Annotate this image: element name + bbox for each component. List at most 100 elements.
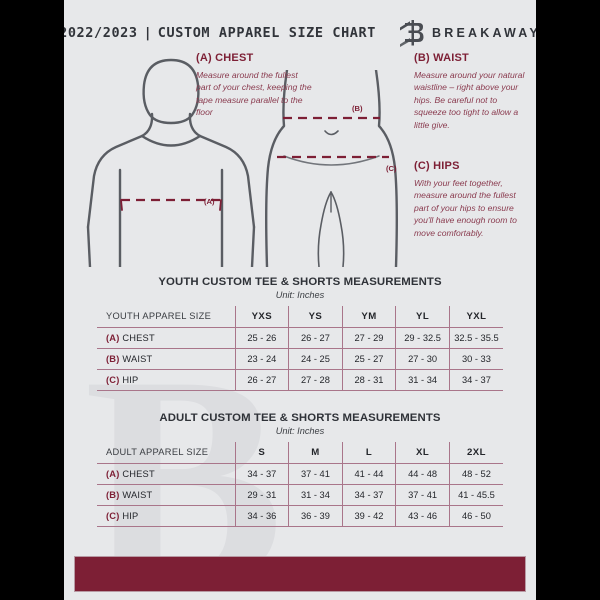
adult-waist-s: 29 - 31 xyxy=(234,483,290,506)
header-separator: | xyxy=(143,25,152,41)
adult-col-head-0: ADULT APPAREL SIZE xyxy=(97,442,236,464)
table-header-row: YOUTH APPAREL SIZE YXS YS YM YL YXL xyxy=(97,306,503,328)
adult-col-head-1: S xyxy=(234,442,290,464)
callout-hips-body: With your feet together, measure around … xyxy=(414,178,517,238)
adult-row-label-waist: (B) WAIST xyxy=(97,483,236,506)
callout-waist-heading: (B) WAIST xyxy=(414,52,469,64)
waist-marker-label: (B) xyxy=(352,104,363,113)
adult-col-head-3: L xyxy=(341,442,397,464)
adult-chest-l: 41 - 44 xyxy=(341,462,397,485)
youth-row-name-hip: HIP xyxy=(122,374,139,385)
youth-col-head-5: YXL xyxy=(448,306,503,328)
adult-row-name-hip: HIP xyxy=(122,510,139,521)
callout-hips: (C) HIPS With your feet together, measur… xyxy=(414,160,526,239)
youth-row-label-chest: (A) CHEST xyxy=(97,326,236,349)
measurement-diagram: (A) (B) (C) xyxy=(64,52,536,269)
youth-chest-yxs: 25 - 26 xyxy=(234,326,290,349)
youth-hip-ym: 28 - 31 xyxy=(341,368,397,391)
table-row: (A) CHEST 34 - 37 37 - 41 41 - 44 44 - 4… xyxy=(97,462,503,485)
size-chart-page: B 2022/2023 | CUSTOM APPAREL SIZE CHART … xyxy=(64,0,536,600)
adult-waist-xl: 37 - 41 xyxy=(395,483,450,506)
youth-row-label-hip: (C) HIP xyxy=(97,368,236,391)
table-row: (A) CHEST 25 - 26 26 - 27 27 - 29 29 - 3… xyxy=(97,326,503,349)
youth-waist-yxl: 30 - 33 xyxy=(448,347,503,370)
adult-waist-m: 31 - 34 xyxy=(288,483,343,506)
adult-row-name-waist: WAIST xyxy=(122,489,153,500)
adult-size-table: ADULT APPAREL SIZE S M L XL 2XL (A) CHES… xyxy=(97,442,503,527)
adult-row-label-chest: (A) CHEST xyxy=(97,462,236,485)
youth-row-tag-hip: (C) xyxy=(106,374,120,385)
footer-accent-bar xyxy=(74,556,526,592)
season-label: 2022/2023 xyxy=(64,25,138,41)
page-title: CUSTOM APPAREL SIZE CHART xyxy=(157,25,376,41)
youth-row-tag-waist: (B) xyxy=(106,353,120,364)
callout-waist: (B) WAIST Measure around your natural wa… xyxy=(414,52,526,131)
brand-logo: BREAKAWAY xyxy=(398,19,536,47)
page-header: 2022/2023 | CUSTOM APPAREL SIZE CHART BR… xyxy=(64,16,536,50)
adult-table-block: ADULT CUSTOM TEE & SHORTS MEASUREMENTS U… xyxy=(97,412,503,527)
brand-name: BREAKAWAY xyxy=(432,26,536,40)
youth-col-head-2: YS xyxy=(288,306,343,328)
adult-row-tag-waist: (B) xyxy=(106,489,120,500)
breakaway-b-monogram-icon xyxy=(398,19,424,47)
adult-waist-l: 34 - 37 xyxy=(341,483,397,506)
youth-hip-yxl: 34 - 37 xyxy=(448,368,503,391)
youth-waist-yl: 27 - 30 xyxy=(395,347,450,370)
adult-table-title: ADULT CUSTOM TEE & SHORTS MEASUREMENTS xyxy=(159,412,441,424)
youth-row-tag-chest: (A) xyxy=(106,332,120,343)
youth-col-head-1: YXS xyxy=(234,306,290,328)
youth-chest-ym: 27 - 29 xyxy=(341,326,397,349)
callout-chest-body: Measure around the fullest part of your … xyxy=(196,70,312,118)
adult-hip-l: 39 - 42 xyxy=(341,504,397,527)
youth-row-name-chest: CHEST xyxy=(122,332,155,343)
adult-col-head-2: M xyxy=(288,442,343,464)
lower-body-hips-icon xyxy=(249,68,414,272)
adult-hip-2xl: 46 - 50 xyxy=(448,504,503,527)
adult-hip-s: 34 - 36 xyxy=(234,504,290,527)
adult-table-unit: Unit: Inches xyxy=(275,426,325,436)
youth-col-head-0: YOUTH APPAREL SIZE xyxy=(97,306,236,328)
adult-row-tag-chest: (A) xyxy=(106,468,120,479)
youth-chest-yxl: 32.5 - 35.5 xyxy=(448,326,503,349)
youth-col-head-4: YL xyxy=(395,306,450,328)
hips-marker-label: (C) xyxy=(386,164,397,173)
adult-chest-s: 34 - 37 xyxy=(234,462,290,485)
table-row: (C) HIP 34 - 36 36 - 39 39 - 42 43 - 46 … xyxy=(97,504,503,527)
youth-table-unit: Unit: Inches xyxy=(275,290,325,300)
adult-chest-2xl: 48 - 52 xyxy=(448,462,503,485)
youth-table-block: YOUTH CUSTOM TEE & SHORTS MEASUREMENTS U… xyxy=(97,276,503,391)
table-row: (C) HIP 26 - 27 27 - 28 28 - 31 31 - 34 … xyxy=(97,368,503,391)
adult-row-tag-hip: (C) xyxy=(106,510,120,521)
adult-waist-2xl: 41 - 45.5 xyxy=(448,483,503,506)
adult-row-name-chest: CHEST xyxy=(122,468,155,479)
chest-marker-label: (A) xyxy=(204,197,215,206)
adult-hip-m: 36 - 39 xyxy=(288,504,343,527)
youth-waist-yxs: 23 - 24 xyxy=(234,347,290,370)
youth-waist-ys: 24 - 25 xyxy=(288,347,343,370)
adult-hip-xl: 43 - 46 xyxy=(395,504,450,527)
youth-hip-yl: 31 - 34 xyxy=(395,368,450,391)
youth-chest-yl: 29 - 32.5 xyxy=(395,326,450,349)
table-header-row: ADULT APPAREL SIZE S M L XL 2XL xyxy=(97,442,503,464)
adult-col-head-4: XL xyxy=(395,442,450,464)
adult-chest-xl: 44 - 48 xyxy=(395,462,450,485)
youth-col-head-3: YM xyxy=(341,306,397,328)
youth-waist-ym: 25 - 27 xyxy=(341,347,397,370)
youth-hip-yxs: 26 - 27 xyxy=(234,368,290,391)
youth-table-title: YOUTH CUSTOM TEE & SHORTS MEASUREMENTS xyxy=(158,276,442,288)
adult-col-head-5: 2XL xyxy=(448,442,503,464)
upper-body-torso-icon xyxy=(76,52,266,272)
callout-hips-heading: (C) HIPS xyxy=(414,160,460,172)
youth-hip-ys: 27 - 28 xyxy=(288,368,343,391)
table-row: (B) WAIST 29 - 31 31 - 34 34 - 37 37 - 4… xyxy=(97,483,503,506)
youth-chest-ys: 26 - 27 xyxy=(288,326,343,349)
adult-row-label-hip: (C) HIP xyxy=(97,504,236,527)
table-row: (B) WAIST 23 - 24 24 - 25 25 - 27 27 - 3… xyxy=(97,347,503,370)
adult-chest-m: 37 - 41 xyxy=(288,462,343,485)
callout-waist-body: Measure around your natural waistline – … xyxy=(414,70,525,130)
youth-row-name-waist: WAIST xyxy=(122,353,153,364)
youth-size-table: YOUTH APPAREL SIZE YXS YS YM YL YXL (A) … xyxy=(97,306,503,391)
youth-row-label-waist: (B) WAIST xyxy=(97,347,236,370)
callout-chest: (A) CHEST Measure around the fullest par… xyxy=(196,52,314,119)
callout-chest-heading: (A) CHEST xyxy=(196,52,254,64)
